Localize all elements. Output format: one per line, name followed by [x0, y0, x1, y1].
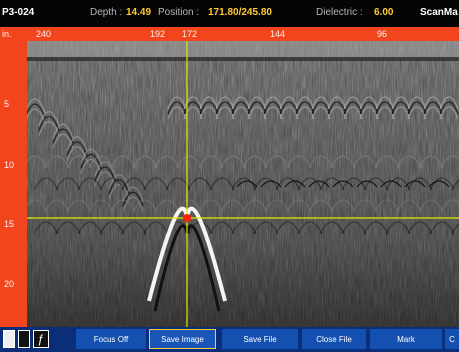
- depth-tick: 15: [4, 219, 15, 229]
- depth-tick: 5: [4, 99, 10, 109]
- ruler-tick: 144: [270, 29, 286, 39]
- position-value: 171.80/245.80: [208, 7, 272, 18]
- depth-label: Depth :: [90, 7, 123, 18]
- ruler-unit: in.: [2, 29, 12, 39]
- ruler-tick: 172: [182, 29, 198, 39]
- horizontal-ruler: in. 240 192 172 144 96: [0, 27, 459, 41]
- app-name: ScanMa: [420, 7, 458, 18]
- depth-tick: 10: [4, 160, 15, 170]
- depth-value: 14.49: [126, 7, 152, 18]
- target-marker[interactable]: [183, 214, 191, 222]
- depth-tick: 20: [4, 279, 15, 289]
- close-file-button[interactable]: Close File: [302, 329, 366, 349]
- more-button[interactable]: C: [445, 329, 459, 349]
- focus-off-button[interactable]: Focus Off: [76, 329, 146, 349]
- radar-scan-view[interactable]: [27, 41, 459, 327]
- save-file-button[interactable]: Save File: [222, 329, 298, 349]
- ruler-tick: 192: [150, 29, 166, 39]
- flash-icon: ƒ: [33, 330, 49, 348]
- storage-icon: [18, 330, 30, 348]
- ruler-tick: 96: [377, 29, 388, 39]
- dielectric-value: 6.00: [374, 7, 394, 18]
- depth-scale: 5 10 15 20: [0, 41, 27, 327]
- toolbar: ƒ Focus Off Save Image Save File Close F…: [0, 327, 459, 352]
- dielectric-label: Dielectric :: [316, 7, 363, 18]
- file-name: P3-024: [2, 7, 35, 18]
- ruler-tick: 240: [36, 29, 52, 39]
- position-label: Position :: [158, 7, 200, 18]
- battery-icon: [3, 330, 15, 348]
- status-bar: P3-024 Depth : 14.49 Position : 171.80/2…: [0, 0, 459, 27]
- mark-button[interactable]: Mark: [370, 329, 442, 349]
- save-image-button[interactable]: Save Image: [149, 329, 216, 349]
- radargram: [27, 41, 459, 327]
